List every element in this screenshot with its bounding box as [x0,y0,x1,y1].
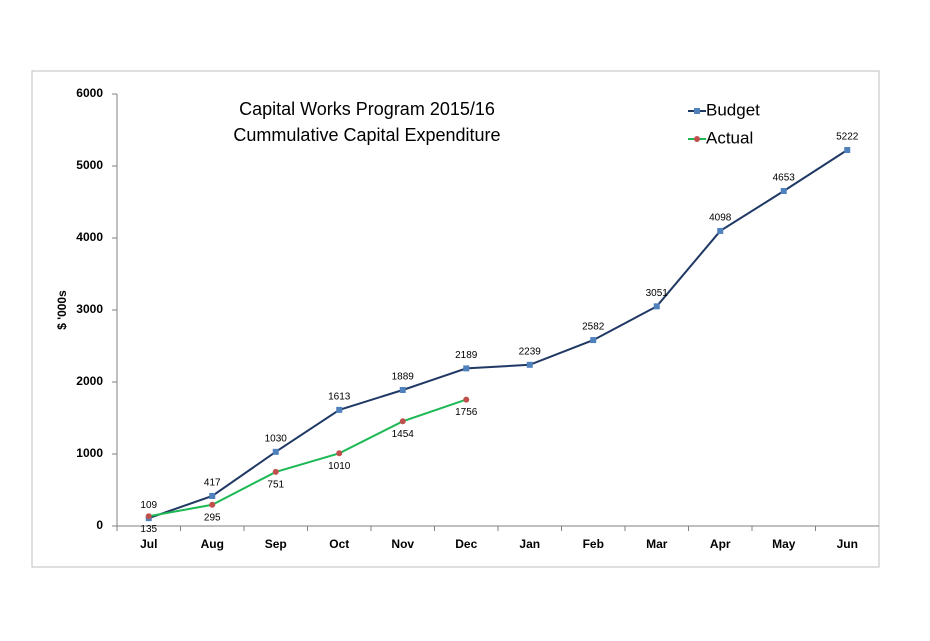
data-label: 4098 [709,213,732,224]
x-tick-label: Jun [837,537,858,551]
data-point [336,450,343,457]
y-tick-label: 3000 [76,302,103,316]
data-point [336,406,343,413]
data-point [145,513,152,520]
data-point [780,187,787,194]
x-tick-label: Apr [710,537,731,551]
x-tick-label: Sep [265,537,287,551]
y-tick-label: 6000 [76,86,103,100]
data-label: 4653 [773,173,796,184]
data-point [653,303,660,310]
x-tick-label: Nov [391,537,414,551]
data-point [463,365,470,372]
chart-frame [31,70,880,568]
data-label: 1454 [392,429,415,440]
legend-marker [694,108,700,114]
series-line [148,398,467,518]
legend-marker [694,136,700,142]
data-point [399,418,406,425]
data-label: 2189 [455,350,478,361]
data-label: 295 [204,512,221,523]
data-point [399,386,406,393]
legend-label: Budget [706,100,760,119]
data-label: 417 [204,478,221,489]
legend-label: Actual [706,128,753,147]
data-label: 109 [140,500,157,511]
data-label: 135 [140,524,157,535]
x-tick-label: Jan [519,537,540,551]
data-label: 751 [267,480,284,491]
data-label: 5222 [836,132,859,143]
y-tick-label: 0 [96,518,103,532]
data-label: 1030 [265,433,288,444]
data-label: 1889 [392,372,415,383]
y-tick-label: 1000 [76,446,103,460]
data-label: 1756 [455,407,478,418]
x-tick-label: Jul [140,537,157,551]
x-tick-label: May [772,537,796,551]
data-point [717,227,724,234]
x-tick-label: Oct [329,537,349,551]
chart-title: Capital Works Program 2015/16 [239,99,495,119]
chart-subtitle: Cummulative Capital Expenditure [233,125,500,145]
x-tick-label: Aug [201,537,224,551]
data-point [209,501,216,508]
data-point [526,361,533,368]
data-label: 3051 [646,288,669,299]
x-tick-label: Feb [583,537,604,551]
x-tick-label: Dec [455,537,477,551]
data-label: 2582 [582,322,605,333]
y-tick-label: 4000 [76,230,103,244]
data-label: 1010 [328,461,351,472]
data-point [844,147,851,154]
data-point [272,448,279,455]
data-point [590,337,597,344]
data-point [463,396,470,403]
x-tick-label: Mar [646,537,668,551]
data-point [209,492,216,499]
data-point [272,468,279,475]
data-label: 1613 [328,392,351,403]
y-tick-label: 5000 [76,158,103,172]
y-tick-label: 2000 [76,374,103,388]
data-label: 2239 [519,346,542,357]
series-line [148,149,848,520]
y-axis-label: $ '000s [55,290,69,330]
